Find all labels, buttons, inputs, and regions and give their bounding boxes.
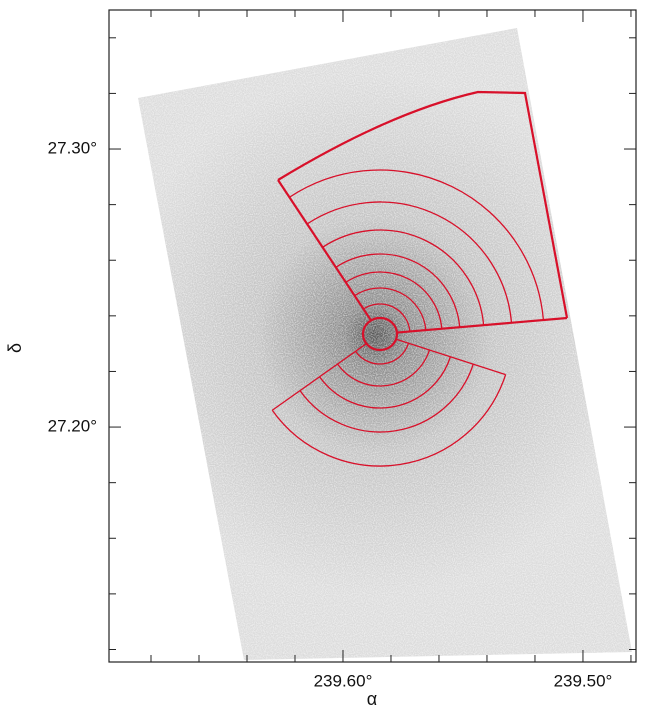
y-tick-label: 27.30° <box>48 139 97 158</box>
annulus-arc <box>299 363 474 433</box>
annulus-arc <box>271 374 507 467</box>
region-overlay <box>271 90 569 467</box>
plot-frame <box>108 9 637 663</box>
x-axis-label: α <box>367 689 377 709</box>
x-tick-label: 239.50° <box>554 671 613 690</box>
y-tick-label: 27.20° <box>48 417 97 436</box>
y-axis-label: δ <box>5 343 25 353</box>
annulus-arc <box>335 253 461 328</box>
sector-edge <box>271 338 506 411</box>
annulus-arc <box>322 229 485 326</box>
sector-edge <box>277 179 568 334</box>
annulus-arc <box>337 349 431 387</box>
annulus-arc <box>363 303 411 332</box>
annulus-arc <box>289 169 545 321</box>
annulus-arc <box>354 343 410 365</box>
annulus-arc <box>319 356 452 409</box>
image-noise <box>138 28 632 660</box>
annulus-arc <box>354 287 427 331</box>
sector-outer <box>277 90 569 319</box>
annulus-arc <box>345 271 443 329</box>
x-tick-label: 239.60° <box>314 671 373 690</box>
annulus-arc <box>306 201 513 323</box>
center-region <box>361 316 399 352</box>
